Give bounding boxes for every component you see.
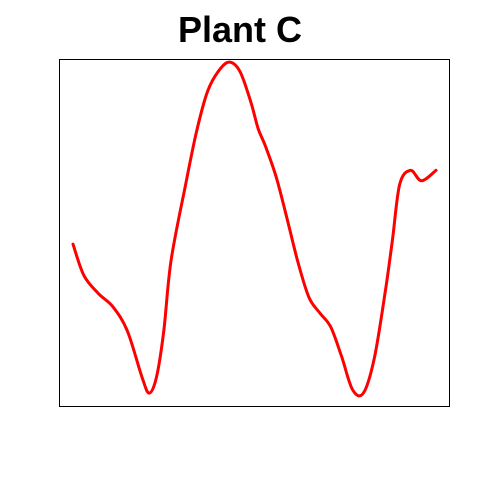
series-layer <box>71 60 438 398</box>
series-line-1 <box>71 60 438 398</box>
plot-area-frame <box>59 59 450 407</box>
chart-title: Plant C <box>177 9 302 50</box>
